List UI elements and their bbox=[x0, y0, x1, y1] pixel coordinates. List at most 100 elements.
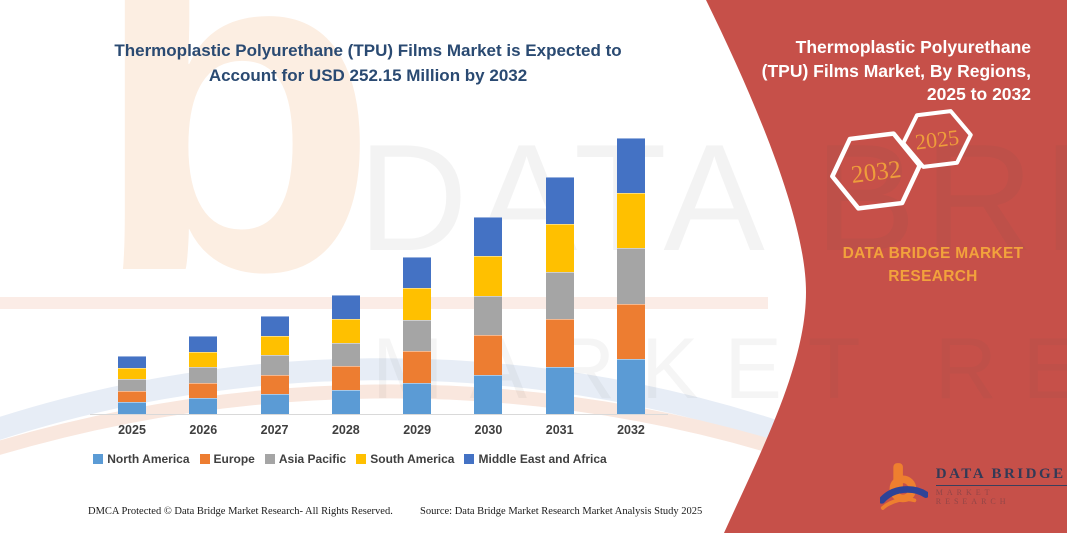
bar-2025-segment-asia-pacific bbox=[118, 379, 146, 391]
bar-2031-segment-asia-pacific bbox=[545, 271, 574, 320]
x-axis-line bbox=[90, 414, 668, 415]
bar-2025-segment-europe bbox=[118, 390, 146, 403]
x-label-2032: 2032 bbox=[617, 423, 645, 437]
bar-2028-segment-europe bbox=[331, 366, 360, 391]
bar-2028-segment-south-america bbox=[331, 318, 360, 343]
x-label-2031: 2031 bbox=[545, 423, 574, 437]
bar-2026-segment-north-america bbox=[189, 398, 218, 414]
legend-item-middle-east-and-africa: Middle East and Africa bbox=[464, 452, 607, 466]
bar-2031-segment-middle-east-and-africa bbox=[545, 177, 574, 225]
legend-swatch-europe bbox=[199, 454, 210, 464]
bar-2026 bbox=[189, 336, 218, 414]
x-axis-labels: 2025 2026 2027 2028 2029 2030 2031 2032 bbox=[118, 423, 645, 439]
bar-2028-segment-middle-east-and-africa bbox=[331, 295, 360, 319]
bar-2032-segment-europe bbox=[616, 303, 645, 359]
bar-2029-segment-asia-pacific bbox=[403, 319, 432, 352]
bar-2030-segment-asia-pacific bbox=[474, 295, 503, 336]
bar-2026-segment-middle-east-and-africa bbox=[189, 336, 218, 352]
bar-2028 bbox=[331, 295, 360, 414]
bar-2030 bbox=[474, 217, 503, 414]
hexagon-2025-label: 2025 bbox=[914, 124, 961, 154]
hexagon-2032-icon: 2032 bbox=[830, 131, 922, 211]
hexagon-2032-label: 2032 bbox=[850, 156, 903, 189]
bar-2028-segment-north-america bbox=[331, 390, 360, 414]
bar-2032-segment-south-america bbox=[616, 193, 645, 249]
chart-legend: North America Europe Asia Pacific South Ame… bbox=[0, 452, 700, 466]
bar-2029-segment-north-america bbox=[403, 382, 432, 414]
x-label-2029: 2029 bbox=[403, 423, 432, 437]
bar-2029-segment-europe bbox=[403, 351, 432, 383]
bar-2031-segment-europe bbox=[545, 319, 574, 367]
x-label-slot-2026: 2026 bbox=[189, 423, 217, 439]
footer-source-text: Source: Data Bridge Market Research Mark… bbox=[420, 506, 703, 517]
watermark-stripe bbox=[0, 297, 768, 309]
bar-2028-segment-asia-pacific bbox=[331, 342, 360, 367]
legend-swatch-asia-pacific bbox=[264, 454, 275, 464]
bar-2027 bbox=[260, 316, 289, 414]
x-label-slot-2029: 2029 bbox=[403, 423, 431, 439]
x-label-2026: 2026 bbox=[189, 423, 218, 437]
bar-2027-segment-north-america bbox=[260, 394, 289, 414]
bar-2031-segment-south-america bbox=[545, 224, 574, 272]
bar-2030-segment-south-america bbox=[474, 256, 503, 296]
company-logo: DATA BRIDGE MARKET RESEARCH bbox=[880, 460, 1067, 512]
hexagon-badges: 2032 2025 bbox=[830, 109, 973, 211]
bar-2027-segment-europe bbox=[260, 374, 289, 395]
bar-2025-segment-south-america bbox=[118, 367, 146, 380]
bar-2026-segment-south-america bbox=[189, 351, 218, 368]
x-label-slot-2028: 2028 bbox=[332, 423, 360, 439]
legend-item-north-america: North America bbox=[93, 452, 190, 466]
legend-item-europe: Europe bbox=[199, 452, 255, 466]
logo-mark-icon bbox=[880, 463, 928, 510]
legend-swatch-north-america bbox=[93, 454, 104, 464]
logo-subtitle: MARKET RESEARCH bbox=[935, 488, 1010, 506]
bar-2030-segment-europe bbox=[474, 335, 503, 375]
x-label-slot-2031: 2031 bbox=[546, 423, 574, 439]
bar-2027-segment-middle-east-and-africa bbox=[260, 316, 289, 336]
bar-2025-segment-north-america bbox=[118, 402, 146, 414]
side-panel-title: Thermoplastic Polyurethane (TPU) Films M… bbox=[761, 37, 1031, 104]
logo-name: DATA BRIDGE bbox=[935, 466, 1067, 486]
watermark-logo-b-icon: b bbox=[92, 0, 380, 369]
legend-swatch-middle-east-and-africa bbox=[464, 454, 475, 464]
bar-2030-segment-north-america bbox=[474, 374, 503, 414]
bar-2026-segment-asia-pacific bbox=[189, 367, 218, 383]
footer-dmca-text: DMCA Protected © Data Bridge Market Rese… bbox=[88, 506, 393, 517]
legend-item-asia-pacific: Asia Pacific bbox=[264, 452, 347, 466]
legend-swatch-south-america bbox=[356, 454, 367, 464]
bar-2032-segment-middle-east-and-africa bbox=[616, 138, 645, 194]
side-panel-brand-text: DATA BRIDGE MARKET RESEARCH bbox=[842, 245, 1024, 285]
x-label-slot-2030: 2030 bbox=[474, 423, 503, 439]
legend-label-asia-pacific: Asia Pacific bbox=[278, 452, 347, 466]
x-label-slot-2025: 2025 bbox=[118, 423, 146, 439]
bar-2029 bbox=[403, 257, 432, 414]
bar-2032-segment-north-america bbox=[616, 358, 645, 414]
bar-2029-segment-middle-east-and-africa bbox=[403, 257, 432, 289]
bar-2031 bbox=[545, 177, 574, 414]
chart-main-title: Thermoplastic Polyurethane (TPU) Films M… bbox=[0, 38, 736, 88]
bar-2027-segment-south-america bbox=[260, 335, 289, 356]
legend-label-middle-east-and-africa: Middle East and Africa bbox=[478, 452, 607, 466]
bar-2032 bbox=[616, 138, 645, 414]
bar-2025 bbox=[118, 356, 146, 414]
x-label-2027: 2027 bbox=[260, 423, 289, 437]
chart-main-title-line2: Account for USD 252.15 Million by 2032 bbox=[208, 66, 528, 85]
x-label-2030: 2030 bbox=[474, 423, 503, 437]
legend-label-europe: Europe bbox=[213, 452, 255, 466]
bar-2030-segment-middle-east-and-africa bbox=[474, 217, 503, 257]
chart-main-title-line1: Thermoplastic Polyurethane (TPU) Films M… bbox=[114, 41, 622, 60]
bar-2031-segment-north-america bbox=[545, 366, 574, 414]
bar-2027-segment-asia-pacific bbox=[260, 355, 289, 375]
x-label-slot-2032: 2032 bbox=[617, 423, 645, 439]
bar-2025-segment-middle-east-and-africa bbox=[118, 356, 146, 368]
bar-2026-segment-europe bbox=[189, 382, 218, 399]
x-label-slot-2027: 2027 bbox=[261, 423, 289, 439]
x-label-2028: 2028 bbox=[331, 423, 360, 437]
legend-item-south-america: South America bbox=[356, 452, 454, 466]
plot-area bbox=[118, 138, 645, 414]
legend-label-south-america: South America bbox=[370, 452, 455, 466]
hexagon-2025-icon: 2025 bbox=[901, 109, 973, 169]
